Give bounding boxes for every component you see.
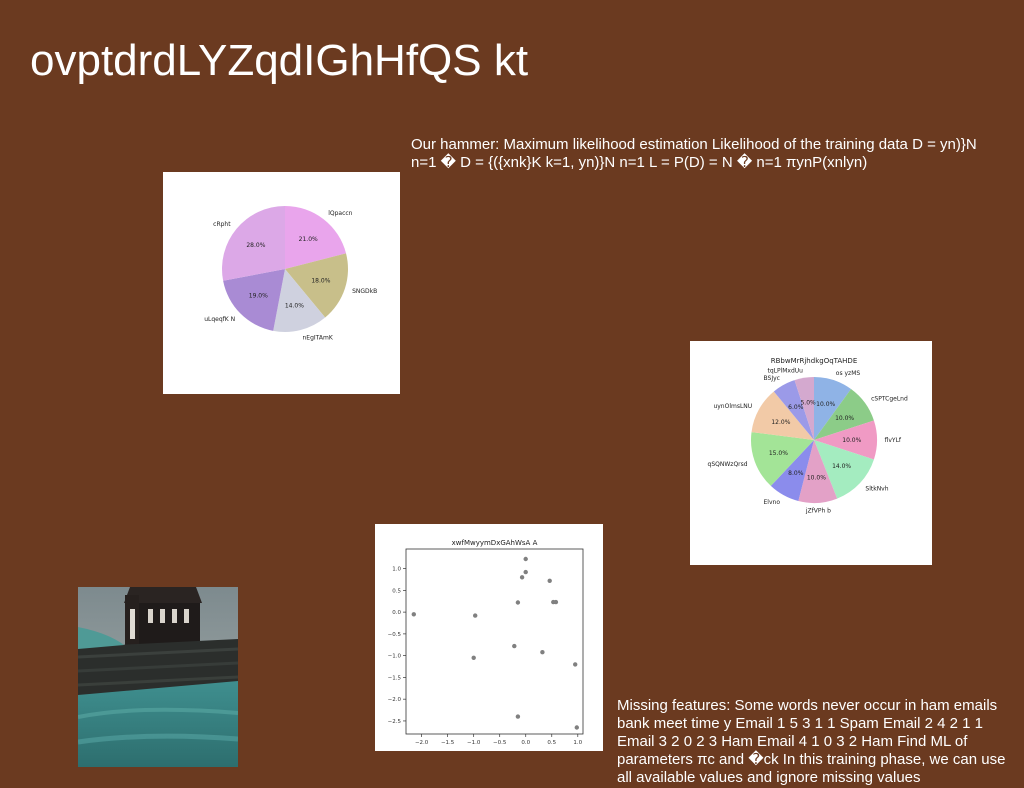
pie-chart-1-panel: 21.0% lQpaccn 18.0% SNGDkB 14.0% nEgITAmK 19.0… (163, 172, 400, 394)
pie-percent-label: 8.0% (788, 470, 804, 477)
scatter-title: xwfMwyymDxGAhWsA A (452, 539, 538, 547)
scatter-point (515, 600, 521, 605)
pie-percent-label: 10.0% (807, 475, 826, 482)
pie-slice (814, 389, 874, 440)
pie-slice (814, 440, 874, 499)
scatter-point (512, 643, 517, 649)
pie-category-label: tqLPlMxdUu (767, 367, 803, 374)
x-tick-label: 0.0 (521, 740, 530, 746)
pie-chart-2-panel: RBbwMrRjhdkgOqTAHDE 10.0% os yzMS 10.0% cSPT… (690, 341, 932, 565)
pie-slice (751, 432, 814, 486)
pie-category-label: flvYLf (885, 437, 902, 444)
scatter-point (553, 599, 559, 605)
mle-text-block: Our hammer: Maximum likelihood estimatio… (411, 136, 977, 171)
scatter-point (473, 613, 478, 618)
scatter-point (540, 650, 545, 655)
scatter-point (523, 569, 528, 575)
pie-category-label: Elvno (764, 499, 781, 506)
pie-percent-label: 15.0% (769, 450, 788, 457)
pie-chart-1: 21.0% lQpaccn 18.0% SNGDkB 14.0% nEgITAmK 19.0… (204, 206, 377, 341)
scatter-chart-panel: xwfMwyymDxGAhWsA A −2.0 −1.5 −1.0 −0.5 0.0 0.5… (375, 524, 603, 751)
y-tick-label: −1.0 (388, 654, 402, 660)
pie-slice (751, 391, 814, 440)
pie-slice (798, 440, 838, 504)
y-tick-label: 0.5 (392, 588, 401, 594)
pie-percent-label: 19.0% (249, 293, 268, 300)
pie-percent-label: 12.0% (771, 419, 790, 426)
slide-title: ovptdrdLYZqdIGhHfQS kt (30, 36, 529, 85)
scatter-point (574, 725, 579, 730)
pie-slice (794, 377, 814, 440)
scatter-point (519, 575, 525, 580)
y-tick-label: −2.0 (388, 697, 402, 703)
pie-title: RBbwMrRjhdkgOqTAHDE (771, 357, 858, 365)
y-tick-label: −1.5 (388, 675, 402, 681)
x-tick-label: −1.0 (467, 740, 481, 746)
pie-category-label: lQpaccn (328, 210, 352, 217)
pie-slice (223, 269, 285, 331)
pie-category-label: SNGDkB (352, 288, 377, 295)
pie-chart-2: RBbwMrRjhdkgOqTAHDE 10.0% os yzMS 10.0% cSPT… (708, 357, 908, 514)
pie-slice (770, 440, 814, 502)
pie-category-label: uynOlmsLNU (713, 403, 752, 410)
scatter-chart: xwfMwyymDxGAhWsA A −2.0 −1.5 −1.0 −0.5 0.0 0.5… (388, 539, 584, 746)
scatter-point (547, 578, 552, 583)
pie-slice (814, 420, 878, 460)
pie-percent-label: 18.0% (311, 278, 330, 285)
pie-category-label: qSQNWzQrsd (708, 461, 748, 468)
pie-slice (285, 206, 347, 269)
pie-slice (285, 253, 348, 318)
pie-category-label: jZfVPh b (805, 507, 831, 514)
plot-frame (405, 548, 584, 735)
scatter-point (411, 612, 416, 617)
missing-features-text-block: Missing features: Some words never occur… (617, 697, 1006, 786)
pie-slice (814, 377, 852, 440)
scatter-point (573, 662, 578, 667)
y-tick-label: 0.0 (392, 610, 401, 616)
pie-percent-label: 14.0% (832, 463, 851, 470)
x-tick-label: −2.0 (415, 740, 429, 746)
pie-percent-label: 10.0% (835, 415, 854, 422)
pie-category-label: nEgITAmK (303, 334, 334, 341)
pie-slice (222, 206, 285, 281)
pie-category-label: BSJyc (764, 375, 780, 382)
pie-percent-label: 10.0% (842, 437, 861, 444)
pie-percent-label: 10.0% (816, 401, 835, 408)
x-tick-label: 1.0 (573, 740, 582, 746)
y-tick-label: −0.5 (388, 632, 402, 638)
x-tick-label: 0.5 (547, 740, 556, 746)
pie-category-label: SltkNvh (865, 485, 888, 492)
x-tick-label: −1.5 (441, 740, 455, 746)
x-tick-label: −0.5 (493, 740, 507, 746)
pie-percent-label: 5.0% (800, 400, 816, 407)
pie-slice (773, 380, 814, 440)
pie-category-label: os yzMS (836, 370, 861, 377)
pie-percent-label: 21.0% (299, 236, 318, 243)
pie-category-label: cSPTCgeLnd (871, 396, 908, 403)
y-tick-label: 1.0 (392, 567, 401, 573)
scatter-point (471, 655, 476, 660)
pie-percent-label: 28.0% (246, 242, 265, 249)
pie-percent-label: 6.0% (788, 404, 804, 411)
pie-category-label: cRpht (213, 221, 231, 228)
pie-percent-label: 14.0% (285, 303, 304, 310)
pie-slice (273, 269, 326, 332)
church-landscape-photo (78, 587, 238, 767)
scatter-point (523, 556, 528, 562)
y-tick-label: −2.5 (388, 719, 402, 725)
scatter-point (515, 714, 521, 719)
pie-category-label: uLqeqfK N (204, 316, 235, 323)
